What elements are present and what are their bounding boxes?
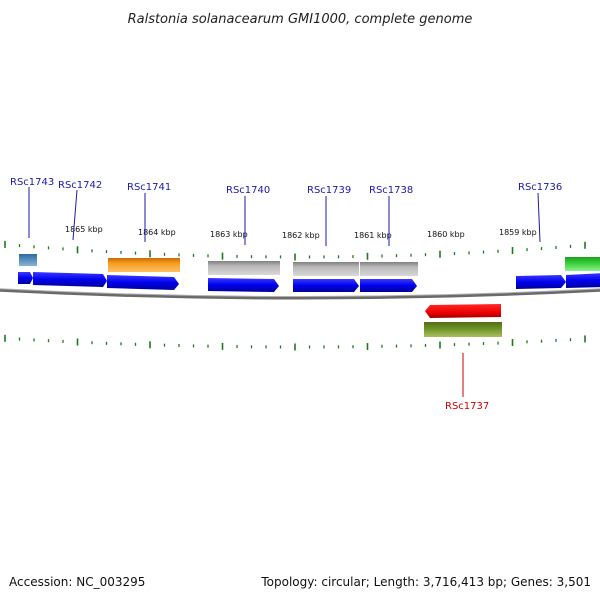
kbp-label: 1863 kbp [210, 230, 248, 239]
gene-label-rsc1740[interactable]: RSc1740 [226, 185, 270, 196]
kbp-label: 1864 kbp [138, 228, 176, 237]
olive-feature[interactable] [424, 322, 502, 337]
gene-label-rsc1737[interactable]: RSc1737 [445, 401, 489, 412]
outer-tick-ring [4, 240, 586, 261]
cds-arrow-rsc1741[interactable] [107, 275, 179, 290]
gray-feature[interactable] [360, 262, 418, 276]
cds-arrow-rsc1742[interactable] [33, 272, 107, 287]
accession-text: Accession: NC_003295 [9, 575, 145, 589]
gray-feature[interactable] [208, 261, 280, 275]
gene-label-rsc1743[interactable]: RSc1743 [10, 177, 54, 188]
kbp-label: 1860 kbp [427, 230, 465, 239]
kbp-label: 1861 kbp [354, 231, 392, 240]
cds-track-reverse [424, 304, 502, 337]
genome-title: Ralstonia solanacearum GMI1000, complete… [128, 12, 473, 27]
gene-label-rsc1738[interactable]: RSc1738 [369, 185, 413, 196]
cds-arrow-rsc1739[interactable] [293, 279, 359, 292]
cds-arrow-edge[interactable] [566, 273, 600, 288]
steelblue-feature[interactable] [19, 254, 37, 266]
genome-backbone-highlight [0, 288, 600, 297]
gene-labels: RSc1743 RSc1742 RSc1741 RSc1740 RSc1739 … [10, 177, 562, 412]
cds-arrow-rsc1736[interactable] [516, 275, 566, 289]
genome-summary-text: Topology: circular; Length: 3,716,413 bp… [260, 575, 591, 589]
kbp-label: 1862 kbp [282, 231, 320, 240]
gene-label-rsc1736[interactable]: RSc1736 [518, 182, 562, 193]
label-leader [72, 189, 78, 241]
kbp-scale: 1865 kbp 1864 kbp 1863 kbp 1862 kbp 1861… [65, 225, 537, 240]
gene-label-rsc1742[interactable]: RSc1742 [58, 180, 102, 191]
orange-feature[interactable] [108, 258, 180, 272]
inner-tick-ring [4, 334, 586, 351]
kbp-label: 1865 kbp [65, 225, 103, 234]
gray-feature[interactable] [293, 262, 359, 276]
genome-backbone [0, 288, 600, 300]
gene-label-rsc1741[interactable]: RSc1741 [127, 182, 171, 193]
green-feature[interactable] [565, 257, 600, 271]
cds-arrow-rsc1737[interactable] [425, 304, 501, 318]
label-leader [537, 192, 541, 243]
feature-track-forward-outer [19, 254, 600, 276]
cds-arrow-rsc1743[interactable] [18, 272, 33, 284]
cds-arrow-rsc1740[interactable] [208, 278, 279, 292]
kbp-label: 1859 kbp [499, 228, 537, 237]
cds-arrow-rsc1738[interactable] [360, 279, 417, 292]
gene-label-rsc1739[interactable]: RSc1739 [307, 185, 351, 196]
cds-track-forward [18, 272, 600, 292]
